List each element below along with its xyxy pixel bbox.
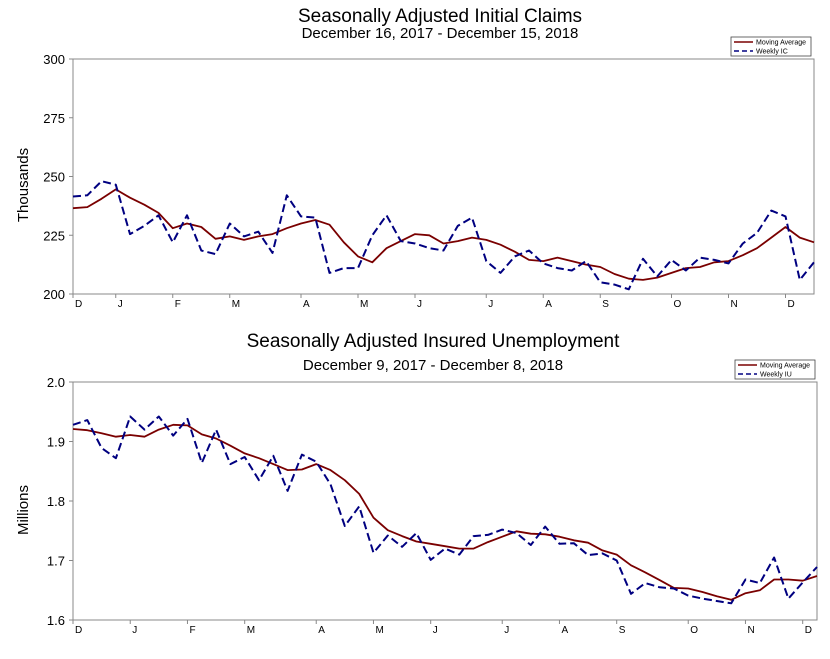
chart1-ytick-label: 225 bbox=[43, 228, 65, 243]
chart1-month-label: D bbox=[788, 299, 795, 310]
chart1-ytick-label: 300 bbox=[43, 52, 65, 67]
chart1-month-label: J bbox=[118, 299, 123, 310]
chart2-ylabel: Millions bbox=[15, 485, 32, 535]
chart2-month-label: N bbox=[747, 625, 754, 636]
chart2-plot-area bbox=[72, 381, 818, 621]
chart2-series-weekly bbox=[72, 415, 818, 605]
chart1-title: Seasonally Adjusted Initial Claims bbox=[297, 6, 583, 27]
chart2-ytick-label: 1.9 bbox=[47, 435, 65, 450]
chart1-ylabel: Thousands bbox=[15, 148, 32, 222]
chart2-subtitle: December 9, 2017 - December 8, 2018 bbox=[302, 357, 564, 374]
chart2-month-label: D bbox=[75, 625, 82, 636]
chart1-month-label: S bbox=[602, 299, 609, 310]
chart1-month-label: N bbox=[731, 299, 738, 310]
chart2-title: Seasonally Adjusted Insured Unemployment bbox=[246, 331, 620, 352]
chart2-ytick-label: 1.6 bbox=[47, 613, 65, 628]
chart1-legend-label: Weekly IC bbox=[756, 49, 788, 56]
chart2-series-moving-average bbox=[72, 423, 818, 601]
chart1-month-label: D bbox=[75, 299, 82, 310]
chart1-ytick-label: 250 bbox=[43, 170, 65, 185]
chart1-month-label: A bbox=[545, 299, 552, 310]
chart2-month-label: O bbox=[690, 625, 698, 636]
chart2-month-label: S bbox=[619, 625, 626, 636]
chart1-month-label: F bbox=[175, 299, 181, 310]
chart1-month-label: J bbox=[488, 299, 493, 310]
chart2-month-label: J bbox=[433, 625, 438, 636]
chart1-series-moving-average bbox=[72, 188, 815, 281]
chart2-month-label: J bbox=[132, 625, 137, 636]
chart2-month-label: F bbox=[189, 625, 195, 636]
chart2-ytick-label: 1.8 bbox=[47, 494, 65, 509]
chart1-ytick-label: 200 bbox=[43, 287, 65, 302]
chart2-ytick-label: 1.7 bbox=[47, 554, 65, 569]
chart1-subtitle: December 16, 2017 - December 15, 2018 bbox=[301, 25, 579, 42]
chart2-ytick-label: 2.0 bbox=[47, 375, 65, 390]
chart1-legend-label: Moving Average bbox=[756, 40, 806, 47]
chart2-legend-label: Moving Average bbox=[760, 363, 810, 370]
chart1-month-label: A bbox=[303, 299, 310, 310]
chart2-month-label: D bbox=[805, 625, 812, 636]
chart2-month-label: M bbox=[375, 625, 383, 636]
chart2-month-label: J bbox=[504, 625, 509, 636]
chart1-ytick-label: 275 bbox=[43, 111, 65, 126]
chart2-month-label: A bbox=[318, 625, 325, 636]
chart1-month-label: J bbox=[417, 299, 422, 310]
chart1-month-label: O bbox=[674, 299, 682, 310]
chart2-month-label: A bbox=[561, 625, 568, 636]
chart2-legend-label: Weekly IU bbox=[760, 372, 792, 379]
chart2-month-label: M bbox=[247, 625, 255, 636]
chart1-month-label: M bbox=[360, 299, 368, 310]
chart1-series-weekly bbox=[72, 180, 815, 291]
chart1-month-label: M bbox=[232, 299, 240, 310]
